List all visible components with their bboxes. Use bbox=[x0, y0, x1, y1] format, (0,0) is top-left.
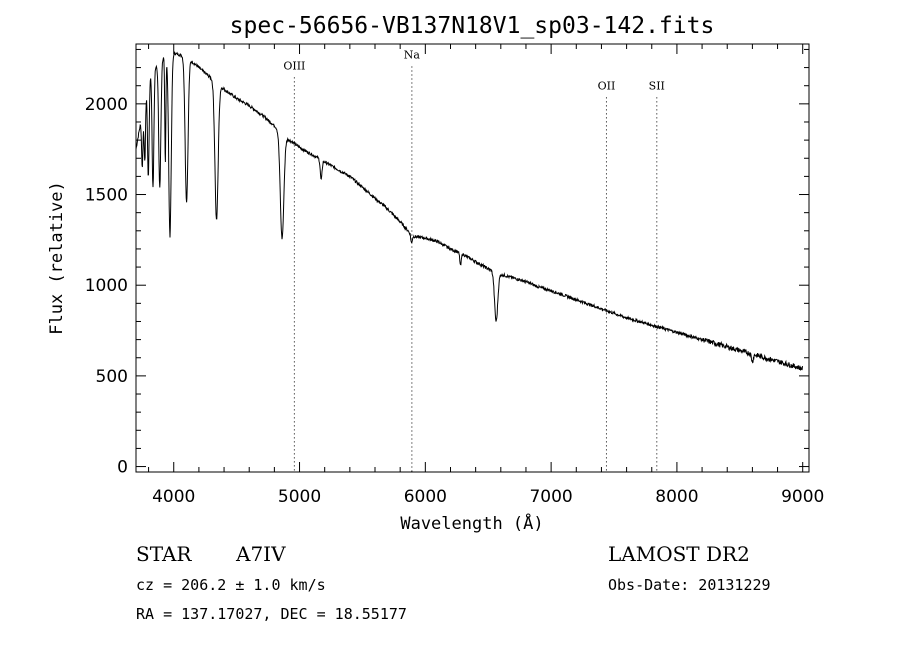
x-tick-label: 6000 bbox=[404, 487, 447, 507]
axis-ticks: 4000 5000 6000 7000 8000 9000 0 500 1000 1500 2000 bbox=[85, 44, 824, 507]
spectrum-series-line bbox=[135, 51, 803, 371]
coordinates: RA = 137.17027, DEC = 18.55177 bbox=[136, 605, 407, 623]
subclass: A7IV bbox=[236, 542, 286, 566]
x-axis-label: Wavelength (Å) bbox=[400, 512, 543, 534]
y-axis-label: Flux (relative) bbox=[47, 181, 67, 335]
spectral-line-markers: OIII Na OII SII bbox=[283, 49, 665, 472]
object-type: STAR bbox=[136, 542, 192, 566]
x-tick-label: 7000 bbox=[529, 487, 572, 507]
x-tick-label: 4000 bbox=[152, 487, 195, 507]
y-tick-label: 1000 bbox=[85, 276, 128, 296]
plot-frame bbox=[135, 43, 810, 473]
y-tick-label: 500 bbox=[96, 367, 128, 387]
x-tick-label: 5000 bbox=[278, 487, 321, 507]
x-tick-label: 9000 bbox=[781, 487, 824, 507]
spectral-line-label: SII bbox=[649, 79, 665, 92]
y-tick-label: 0 bbox=[117, 458, 128, 478]
y-tick-label: 2000 bbox=[85, 95, 128, 115]
obs-date: Obs-Date: 20131229 bbox=[608, 576, 771, 594]
spectral-line-label: OIII bbox=[283, 59, 305, 72]
redshift-readout: cz = 206.2 ± 1.0 km/s bbox=[136, 576, 326, 594]
survey-name: LAMOST DR2 bbox=[608, 542, 750, 566]
chart-title: spec-56656-VB137N18V1_sp03-142.fits bbox=[230, 13, 715, 39]
spectral-line-label: OII bbox=[598, 79, 616, 92]
x-tick-label: 8000 bbox=[655, 487, 698, 507]
y-tick-label: 1500 bbox=[85, 186, 128, 206]
spectral-line-label: Na bbox=[404, 49, 421, 62]
